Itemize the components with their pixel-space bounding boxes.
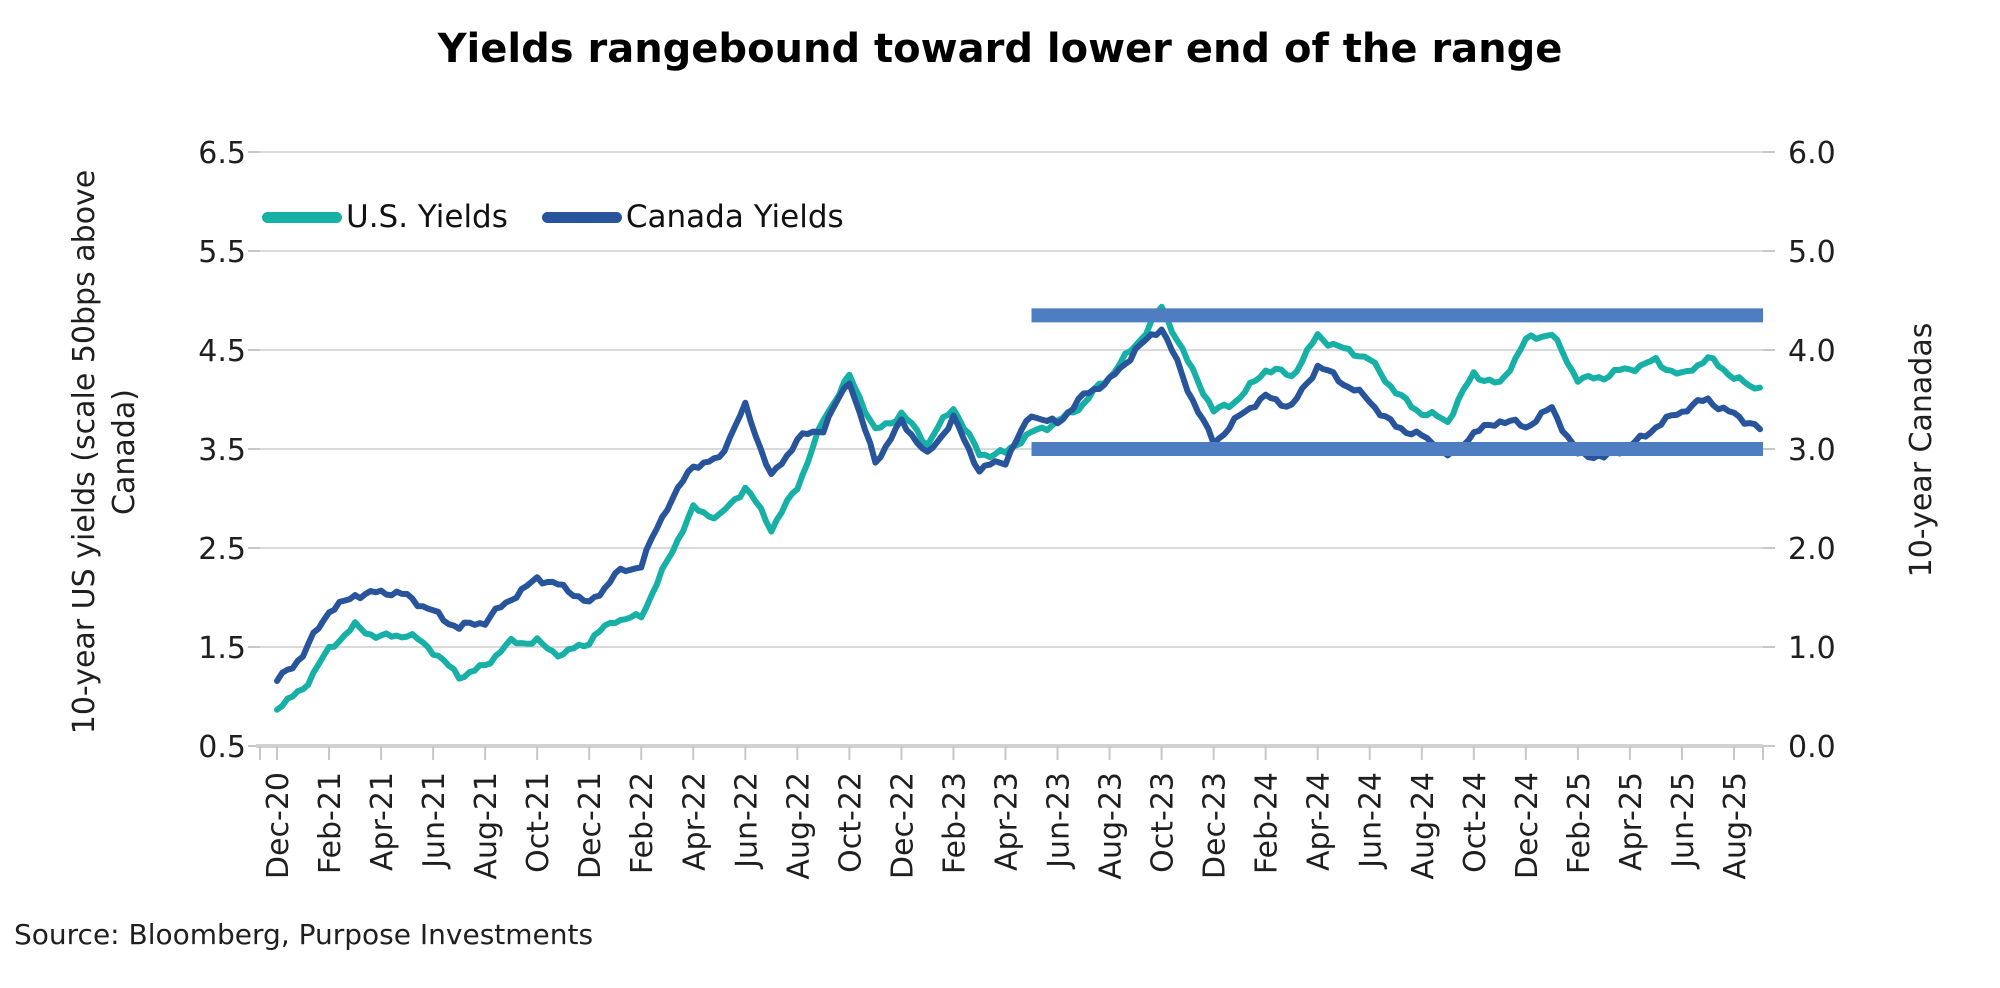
x-tick-label: Aug-24 <box>1406 772 1441 880</box>
x-tick-label: Jun-24 <box>1354 772 1389 870</box>
x-tick-label: Oct-22 <box>833 772 868 873</box>
x-tick-label: Dec-20 <box>261 772 296 879</box>
x-tick-label: Feb-23 <box>937 772 972 874</box>
legend-label-us: U.S. Yields <box>346 199 508 235</box>
x-tick-label: Apr-22 <box>677 772 712 871</box>
x-tick-label: Apr-23 <box>989 772 1024 871</box>
x-tick-label: Jun-25 <box>1666 772 1701 870</box>
y-tick-label-left: 0.5 <box>198 730 246 765</box>
y-tick-label-right: 1.0 <box>1788 631 1836 666</box>
x-tick-label: Apr-21 <box>365 772 400 871</box>
y-tick-label-left: 1.5 <box>198 631 246 666</box>
us-yields-line <box>274 303 1763 713</box>
y-tick-label-left: 5.5 <box>198 235 246 270</box>
x-tick-label: Feb-24 <box>1250 772 1285 874</box>
y-tick-label-right: 0.0 <box>1788 730 1836 765</box>
x-tick-label: Dec-23 <box>1198 772 1233 879</box>
x-tick-label: Aug-23 <box>1094 772 1129 880</box>
x-tick-label: Jun-23 <box>1042 772 1077 870</box>
x-tick-label: Dec-22 <box>885 772 920 879</box>
x-tick-label: Aug-25 <box>1718 772 1753 880</box>
y-tick-label-right: 3.0 <box>1788 433 1836 468</box>
canada-yields-line <box>274 326 1763 684</box>
y-tick-label-left: 3.5 <box>198 433 246 468</box>
range-band-upper <box>1031 308 1763 323</box>
y-tick-label-right: 5.0 <box>1788 235 1836 270</box>
us-line-swatch-icon <box>262 211 342 223</box>
x-tick-label: Jun-22 <box>729 772 764 870</box>
x-tick-label: Feb-22 <box>625 772 660 874</box>
x-tick-label: Dec-21 <box>573 772 608 879</box>
x-tick-label: Apr-25 <box>1614 772 1649 871</box>
legend-item-canada: Canada Yields <box>541 199 844 235</box>
y-tick-label-right: 2.0 <box>1788 532 1836 567</box>
y-tick-label-right: 6.0 <box>1788 136 1836 171</box>
chart-legend: U.S. Yields Canada Yields <box>262 194 844 240</box>
x-tick-label: Aug-22 <box>781 772 816 880</box>
x-tick-label: Feb-25 <box>1562 772 1597 874</box>
y-tick-label-right: 4.0 <box>1788 334 1836 369</box>
source-note: Source: Bloomberg, Purpose Investments <box>14 918 594 951</box>
x-tick-label: Oct-23 <box>1146 772 1181 873</box>
range-band-lower <box>1031 442 1763 456</box>
canada-line-swatch-icon <box>541 211 622 223</box>
x-tick-label: Feb-21 <box>313 772 348 874</box>
x-tick-label: Jun-21 <box>417 772 452 870</box>
page-title: Yields rangebound toward lower end of th… <box>437 26 1563 72</box>
x-tick-label: Dec-24 <box>1510 772 1545 879</box>
legend-label-canada: Canada Yields <box>625 199 844 235</box>
x-tick-label: Oct-21 <box>521 772 556 873</box>
x-tick-label: Aug-21 <box>469 772 504 880</box>
x-tick-label: Oct-24 <box>1458 772 1493 873</box>
y-tick-label-left: 4.5 <box>198 334 246 369</box>
legend-item-us: U.S. Yields <box>262 199 508 235</box>
x-tick-label: Apr-24 <box>1302 772 1337 871</box>
y-tick-label-left: 2.5 <box>198 532 246 567</box>
y-tick-label-left: 6.5 <box>198 136 246 171</box>
